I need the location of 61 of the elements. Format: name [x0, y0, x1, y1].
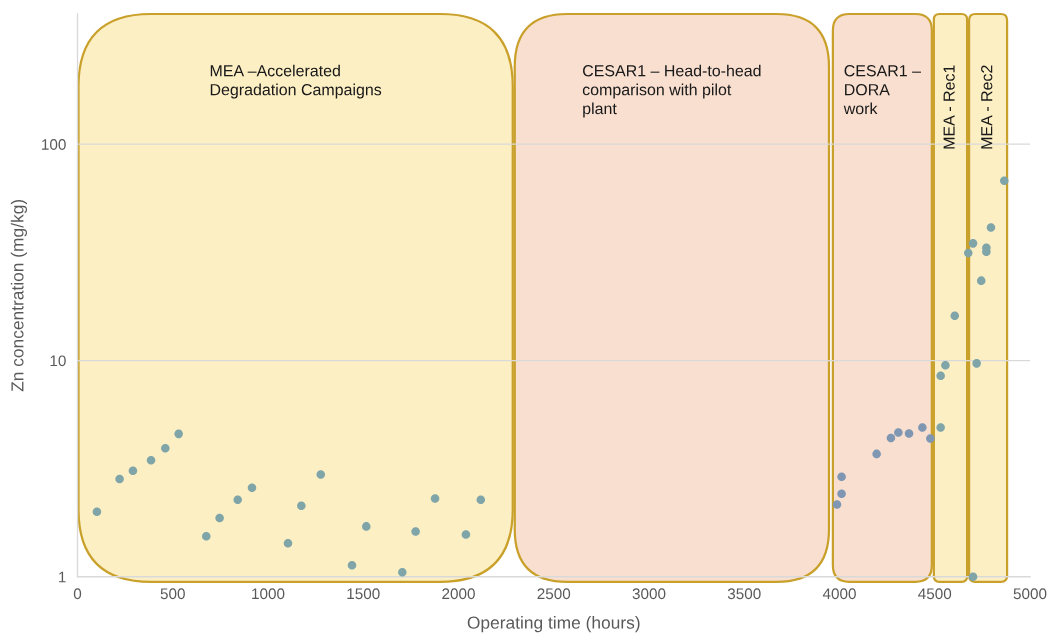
band-label: MEA - Rec1 — [943, 65, 955, 149]
point — [1000, 176, 1009, 185]
band-label: CESAR1 – Head-to-head comparison with pilot plant — [582, 64, 761, 118]
x-tick-label: 1000 — [252, 588, 285, 600]
point — [128, 466, 138, 476]
x-tick-label: 4500 — [918, 588, 952, 600]
y-tick-label: 1 — [59, 571, 66, 583]
x-tick-label: 1500 — [347, 588, 380, 600]
band-label: MEA –Accelerated Degradation Campaigns — [210, 64, 382, 99]
x-tick-label: 2000 — [442, 588, 475, 600]
x-tick-label: 3000 — [632, 588, 666, 600]
point — [886, 433, 896, 443]
point — [926, 434, 935, 443]
point — [362, 522, 371, 531]
point — [115, 474, 124, 484]
point — [347, 561, 357, 570]
x-tick-label: 2500 — [537, 588, 571, 600]
point — [161, 443, 170, 453]
point — [92, 507, 102, 516]
point — [872, 449, 881, 459]
point — [968, 572, 978, 582]
x-axis-title: Operating time (hours) — [467, 616, 640, 633]
point — [430, 494, 440, 503]
point — [986, 223, 996, 232]
point — [461, 530, 471, 539]
point — [215, 513, 224, 523]
point — [894, 428, 903, 437]
point — [968, 239, 978, 248]
point — [233, 495, 242, 505]
x-tick-label: 500 — [160, 588, 185, 600]
point — [174, 429, 183, 439]
point — [837, 489, 846, 499]
point — [918, 423, 927, 432]
point — [972, 359, 981, 368]
point — [941, 361, 950, 370]
x-tick-label: 3500 — [727, 588, 761, 600]
point — [283, 538, 293, 548]
point — [904, 429, 914, 438]
point — [837, 472, 846, 482]
point — [476, 495, 486, 505]
point — [832, 500, 842, 509]
point — [950, 311, 960, 321]
x-tick-label: 0 — [73, 588, 82, 600]
point — [316, 470, 326, 479]
y-tick-label: 100 — [42, 139, 66, 150]
point — [936, 423, 945, 432]
point — [976, 276, 986, 285]
point — [936, 371, 945, 381]
point — [411, 527, 420, 536]
point — [247, 483, 257, 493]
point — [146, 455, 156, 465]
y-tick-label: 10 — [50, 355, 66, 367]
point — [398, 567, 407, 577]
x-tick-label: 5000 — [1013, 588, 1047, 600]
x-tick-label: 4000 — [822, 588, 856, 600]
y-axis-title: Zn concentration (mg/kg) — [10, 199, 28, 392]
point — [297, 501, 306, 511]
band-label: MEA - Rec2 — [981, 65, 993, 149]
point — [964, 248, 973, 258]
point — [202, 531, 211, 541]
band-label: CESAR1 – DORA work — [843, 65, 921, 115]
